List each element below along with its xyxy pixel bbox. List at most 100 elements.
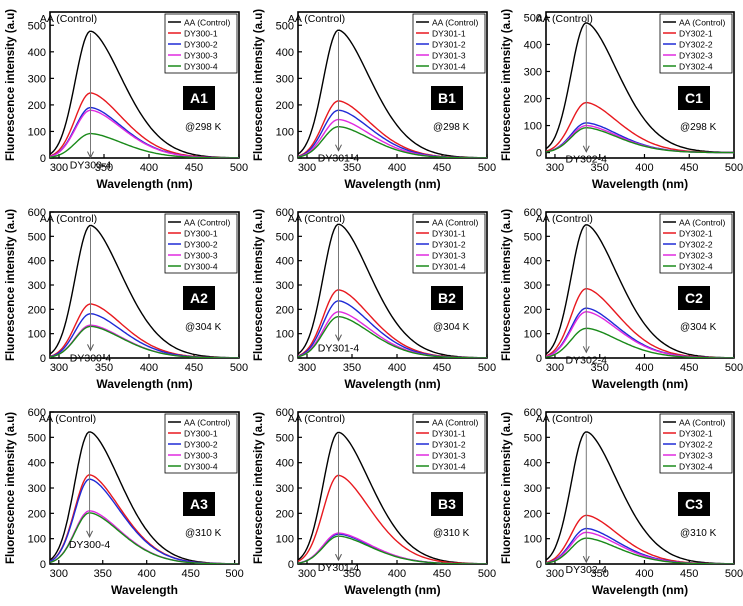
legend-entry: DY301-2 [432, 40, 466, 50]
series-line [298, 126, 487, 158]
legend-entry: DY302-2 [679, 440, 713, 450]
y-tick-label: 600 [276, 407, 294, 419]
y-axis-label: Fluorescence intensity (a.u) [253, 412, 265, 564]
legend-entry: DY302-1 [679, 429, 713, 439]
legend-entry: AA (Control) [432, 218, 478, 228]
temperature-label: @298 K [680, 122, 717, 133]
x-tick-label: 450 [433, 362, 451, 374]
annotation-lowest: DY302-4 [566, 354, 608, 366]
annotation-control: AA (Control) [39, 413, 96, 425]
x-tick-label: 500 [230, 162, 248, 174]
y-axis-label: Fluorescence intensity (a.u) [501, 412, 513, 564]
series-line [298, 223, 487, 358]
x-tick-label: 400 [388, 568, 406, 580]
x-tick-label: 450 [185, 362, 203, 374]
panel-label: B3 [438, 496, 456, 512]
y-tick-label: 100 [276, 126, 294, 138]
y-tick-label: 0 [40, 353, 46, 365]
y-tick-label: 600 [28, 407, 46, 419]
series-line [50, 512, 239, 564]
legend-entry: AA (Control) [679, 418, 725, 428]
x-tick-label: 500 [478, 568, 496, 580]
annotation-control: AA (Control) [288, 213, 345, 225]
legend-entry: DY301-1 [432, 429, 466, 439]
temperature-label: @298 K [433, 122, 470, 133]
legend-entry: DY301-4 [432, 262, 466, 272]
series-line [546, 327, 734, 358]
legend-entry: DY300-3 [184, 451, 218, 461]
x-tick-label: 350 [343, 162, 361, 174]
panel-A1: 300 350 400 450 500 0 100 200 300 400 500 Wavelengt… [5, 9, 248, 191]
legend-entry: DY302-4 [679, 62, 713, 72]
x-tick-label: 500 [225, 568, 243, 580]
panel-C3: 300 350 400 450 500 0 100 200 300 400 500 600 Wavele… [501, 407, 743, 597]
legend-entry: DY302-1 [679, 29, 713, 39]
y-axis-label: Fluorescence intensity (a.u) [501, 209, 513, 361]
y-tick-label: 0 [40, 559, 46, 571]
annotation-control: AA (Control) [536, 413, 593, 425]
x-tick-label: 500 [478, 362, 496, 374]
legend-entry: DY301-2 [432, 440, 466, 450]
y-tick-label: 300 [28, 483, 46, 495]
y-tick-label: 400 [276, 256, 294, 268]
legend-entry: DY301-4 [432, 462, 466, 472]
y-tick-label: 100 [28, 126, 46, 138]
panel-label: C3 [685, 496, 703, 512]
y-axis-label: Fluorescence intensity (a.u) [5, 9, 17, 161]
legend-entry: DY301-1 [432, 229, 466, 239]
panel-label-badge [678, 492, 710, 516]
y-tick-label: 300 [28, 73, 46, 85]
x-tick-label: 450 [181, 568, 199, 580]
x-tick-label: 400 [635, 362, 653, 374]
x-tick-label: 350 [591, 362, 609, 374]
annotation-lowest: DY301-4 [318, 153, 360, 165]
legend-entry: DY300-4 [184, 62, 218, 72]
legend-entry: DY302-3 [679, 51, 713, 61]
x-tick-label: 500 [725, 362, 743, 374]
annotation-lowest: DY300-4 [70, 160, 112, 172]
x-tick-label: 300 [50, 162, 68, 174]
series-line [298, 29, 487, 158]
y-tick-label: 0 [288, 153, 294, 165]
y-tick-label: 300 [276, 483, 294, 495]
panel-C2: 300 350 400 450 500 0 100 200 300 400 500 600 Wavele… [501, 207, 743, 391]
y-tick-label: 100 [28, 329, 46, 341]
y-tick-label: 0 [40, 153, 46, 165]
legend-entry: DY302-4 [679, 462, 713, 472]
annotation-control: AA (Control) [536, 213, 593, 225]
x-tick-label: 350 [95, 162, 113, 174]
legend-entry: AA (Control) [184, 218, 230, 228]
y-tick-label: 300 [276, 280, 294, 292]
legend-entry: DY301-3 [432, 451, 466, 461]
series-line [50, 224, 239, 358]
legend-entry: DY300-4 [184, 462, 218, 472]
x-tick-label: 300 [298, 362, 316, 374]
panel-label-badge [431, 86, 463, 110]
panel-label-badge [678, 286, 710, 310]
legend-entry: DY302-2 [679, 240, 713, 250]
legend-entry: DY300-4 [184, 262, 218, 272]
panel-label: C2 [685, 290, 703, 306]
y-tick-label: 500 [276, 231, 294, 243]
panel-label: A1 [190, 90, 208, 106]
annotation-control: AA (Control) [40, 13, 97, 25]
y-tick-label: 500 [276, 20, 294, 32]
x-tick-label: 450 [680, 162, 698, 174]
y-tick-label: 200 [276, 508, 294, 520]
y-axis-label: Fluorescence intensity (a.u) [253, 209, 265, 361]
y-tick-label: 600 [276, 207, 294, 219]
series-line [298, 316, 487, 358]
y-tick-label: 400 [524, 39, 542, 51]
legend-entry: DY300-2 [184, 240, 218, 250]
y-tick-label: 0 [536, 148, 542, 160]
panel-label: B2 [438, 290, 456, 306]
y-tick-label: 500 [524, 12, 542, 24]
annotation-lowest: DY300-4 [69, 539, 111, 551]
legend-entry: DY302-1 [679, 229, 713, 239]
series-line [50, 325, 239, 358]
legend-entry: DY301-3 [432, 51, 466, 61]
legend-entry: DY302-3 [679, 451, 713, 461]
panel-A3: 300 350 400 450 500 0 100 200 300 400 500 600 Wavele… [5, 407, 244, 597]
panel-label-badge [183, 86, 215, 110]
x-tick-label: 300 [298, 568, 316, 580]
